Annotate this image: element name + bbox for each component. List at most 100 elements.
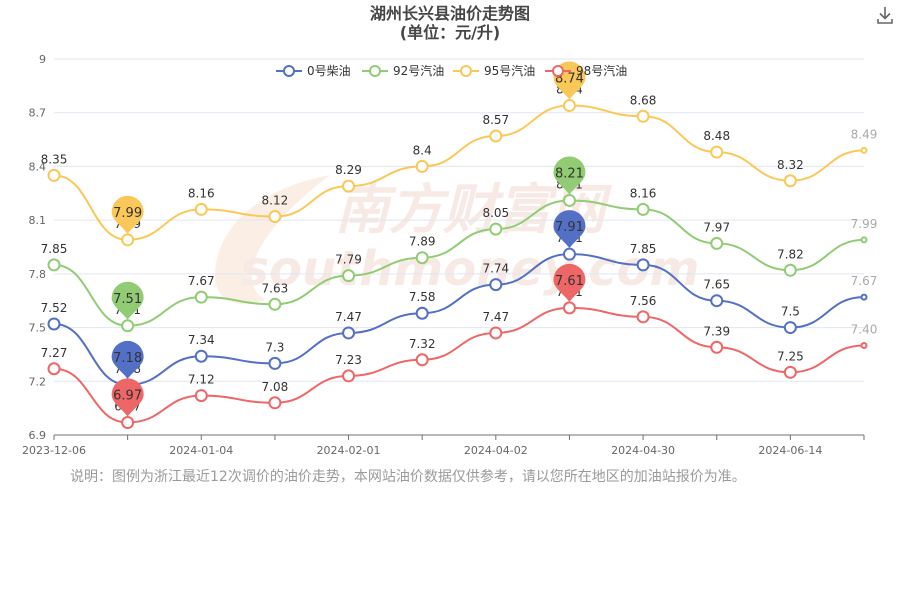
data-point[interactable] [342, 369, 356, 383]
y-tick-label: 8.7 [29, 107, 47, 120]
data-point[interactable] [562, 301, 576, 315]
marker-pin-min: 7.99 [111, 195, 144, 234]
data-point[interactable] [415, 306, 429, 320]
data-point[interactable] [342, 179, 356, 193]
data-point[interactable] [268, 396, 282, 410]
data-point[interactable] [47, 258, 61, 272]
series-line [53, 306, 865, 424]
data-point[interactable] [415, 353, 429, 367]
data-point[interactable] [710, 145, 724, 159]
data-label: 7.3 [265, 340, 284, 354]
data-label: 7.85 [630, 242, 657, 256]
legend-symbol [460, 65, 472, 77]
data-point[interactable] [268, 210, 282, 224]
marker-pin-shape [111, 340, 144, 379]
data-point[interactable] [489, 326, 503, 340]
data-label: 7.63 [262, 281, 289, 295]
data-point[interactable] [783, 263, 797, 277]
legend-item[interactable]: 0号柴油 [276, 64, 351, 78]
data-point[interactable] [489, 129, 503, 143]
data-label: 7.08 [262, 380, 289, 394]
data-point[interactable] [268, 356, 282, 370]
marker-pin-label: 6.97 [113, 388, 142, 403]
x-tick-label: 2024-06-14 [758, 444, 822, 457]
data-label: 8.16 [630, 186, 657, 200]
data-point[interactable] [268, 297, 282, 311]
data-point[interactable] [636, 258, 650, 272]
marker-pin-min: 7.18 [111, 340, 144, 379]
data-point[interactable] [562, 99, 576, 113]
series-1: 7.857.517.677.637.797.898.058.218.167.97… [41, 177, 878, 333]
y-tick-label: 8.1 [29, 214, 47, 227]
data-point[interactable] [783, 365, 797, 379]
marker-pin-max: 7.91 [553, 210, 586, 249]
marker-pin-shape [111, 378, 144, 417]
y-tick-label: 9 [39, 53, 46, 66]
data-label: 7.99 [851, 217, 878, 231]
data-point[interactable] [636, 202, 650, 216]
data-point[interactable] [860, 236, 868, 244]
data-point[interactable] [121, 233, 135, 247]
data-label: 7.27 [41, 346, 68, 360]
marker-pin-label: 7.99 [113, 206, 142, 221]
x-tick-label: 2024-04-02 [464, 444, 528, 457]
data-point[interactable] [783, 321, 797, 335]
legend-label: 98号汽油 [576, 63, 627, 78]
y-tick-label: 8.4 [29, 160, 47, 173]
legend-label: 92号汽油 [393, 63, 444, 78]
marker-pin-max: 7.61 [553, 263, 586, 302]
data-point[interactable] [489, 278, 503, 292]
data-label: 7.82 [777, 247, 804, 261]
legend-item[interactable]: 95号汽油 [453, 63, 535, 78]
chart-subtitle: (单位：元/升) [399, 23, 501, 42]
data-point[interactable] [194, 389, 208, 403]
data-point[interactable] [47, 362, 61, 376]
data-point[interactable] [121, 319, 135, 333]
data-point[interactable] [489, 222, 503, 236]
data-point[interactable] [194, 202, 208, 216]
series-line [53, 104, 865, 241]
series-0: 7.527.187.347.37.477.587.747.917.857.657… [41, 231, 877, 392]
data-point[interactable] [415, 159, 429, 173]
data-point[interactable] [636, 310, 650, 324]
data-point[interactable] [194, 290, 208, 304]
y-tick-label: 7.8 [29, 268, 47, 281]
data-point[interactable] [342, 269, 356, 283]
data-label: 7.79 [335, 253, 362, 267]
y-tick-label: 7.2 [29, 375, 47, 388]
marker-pin-shape [553, 210, 586, 249]
series-3: 7.276.977.127.087.237.327.477.617.567.39… [41, 285, 877, 429]
data-label: 7.25 [777, 349, 804, 363]
data-point[interactable] [415, 251, 429, 265]
data-point[interactable] [710, 236, 724, 250]
data-label: 8.4 [413, 143, 432, 157]
series-line [53, 253, 865, 386]
data-point[interactable] [710, 340, 724, 354]
data-point[interactable] [47, 317, 61, 331]
legend-item[interactable]: 98号汽油 [545, 63, 627, 78]
download-icon[interactable] [874, 4, 896, 26]
data-label: 8.68 [630, 93, 657, 107]
data-label: 7.85 [41, 242, 68, 256]
marker-pin-shape [553, 263, 586, 302]
legend-symbol [369, 65, 381, 77]
legend-item[interactable]: 92号汽油 [362, 63, 444, 78]
data-point[interactable] [710, 294, 724, 308]
data-point[interactable] [121, 415, 135, 429]
data-point[interactable] [860, 293, 868, 301]
data-point[interactable] [860, 341, 868, 349]
data-label: 7.52 [41, 301, 68, 315]
data-label: 7.89 [409, 235, 436, 249]
data-point[interactable] [194, 349, 208, 363]
data-point[interactable] [562, 193, 576, 207]
data-label: 8.57 [482, 113, 509, 127]
data-point[interactable] [47, 168, 61, 182]
data-point[interactable] [783, 174, 797, 188]
series-2: 8.357.998.168.128.298.48.578.748.688.488… [41, 83, 877, 247]
data-label: 8.05 [482, 206, 509, 220]
chart-title-block: 湖州长兴县油价走势图 (单位：元/升) [0, 4, 900, 42]
data-point[interactable] [636, 109, 650, 123]
data-point[interactable] [562, 247, 576, 261]
data-point[interactable] [342, 326, 356, 340]
data-point[interactable] [860, 146, 868, 154]
